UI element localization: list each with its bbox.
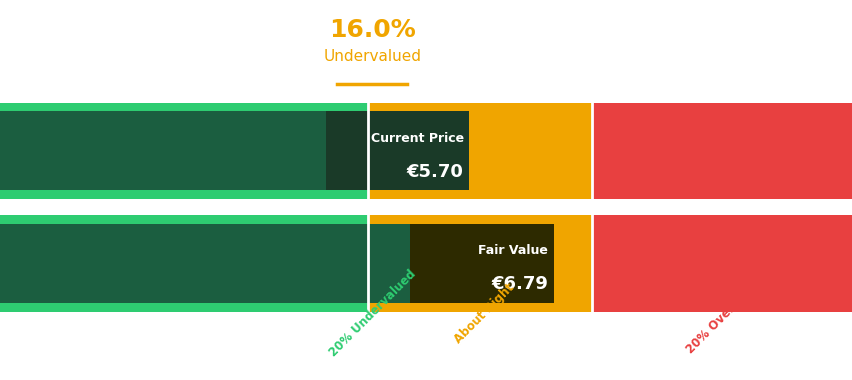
Bar — [0, 111, 441, 190]
Bar — [368, 103, 591, 199]
Text: Undervalued: Undervalued — [323, 49, 421, 64]
Text: €5.70: €5.70 — [406, 163, 463, 180]
Bar — [591, 103, 852, 199]
Text: About Right: About Right — [452, 281, 516, 346]
Text: Current Price: Current Price — [370, 131, 463, 145]
Text: Fair Value: Fair Value — [478, 244, 548, 258]
Bar — [0, 103, 368, 199]
Bar — [591, 215, 852, 312]
Bar — [410, 224, 553, 303]
Bar — [0, 215, 368, 312]
Text: 20% Undervalued: 20% Undervalued — [326, 268, 418, 359]
Text: €6.79: €6.79 — [491, 276, 548, 293]
Text: 16.0%: 16.0% — [329, 19, 415, 43]
Bar — [0, 224, 526, 303]
Bar — [325, 111, 469, 190]
Bar — [368, 215, 591, 312]
Text: 20% Overvalued: 20% Overvalued — [683, 271, 769, 356]
